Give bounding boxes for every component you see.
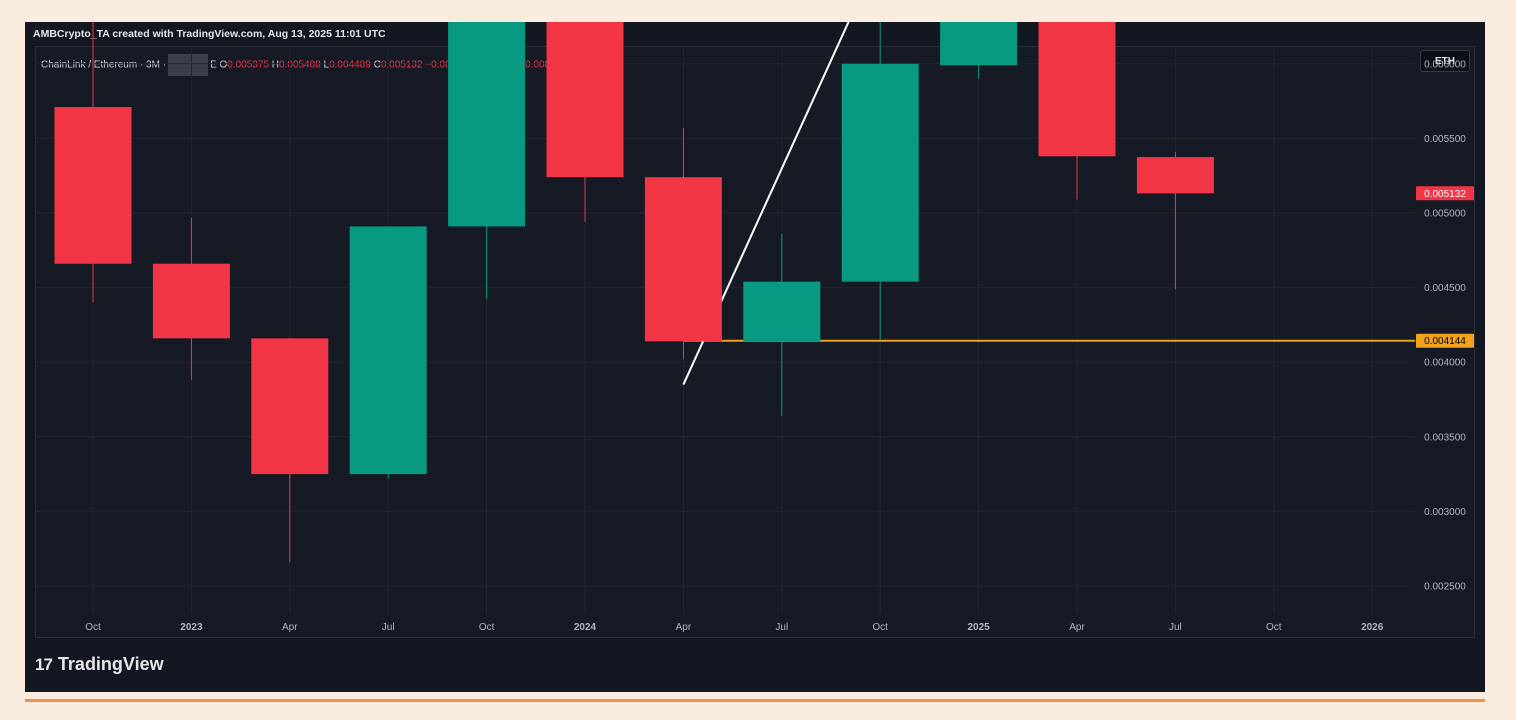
- y-tick-label: 0.003500: [1424, 432, 1466, 443]
- y-tick-label: 0.005500: [1424, 134, 1466, 145]
- attribution-caption: AMBCrypto_TA created with TradingView.co…: [33, 28, 386, 40]
- level-price-tag-text: 0.004144: [1424, 336, 1466, 347]
- high-label: H: [271, 59, 280, 71]
- trend-line: [682, 22, 850, 385]
- x-tick-label: 2024: [574, 622, 597, 633]
- x-tick-label: 2026: [1361, 622, 1384, 633]
- tradingview-logo[interactable]: 17 TradingView: [35, 654, 164, 675]
- currency-button[interactable]: ETH: [1420, 50, 1470, 72]
- close-value: 0.005132: [380, 59, 423, 71]
- candle-up: [448, 22, 526, 227]
- open-label: O: [219, 59, 228, 71]
- high-value: 0.005408: [279, 59, 321, 71]
- candle-down: [1136, 157, 1214, 194]
- low-value: 0.004489: [329, 59, 371, 71]
- close-label: C: [373, 59, 381, 71]
- candle-down: [152, 263, 230, 339]
- level-price-tag-box: [1416, 333, 1474, 348]
- x-tick-label: Jul: [1169, 622, 1182, 633]
- x-tick-label: Jul: [775, 622, 788, 633]
- last-price-tag-text: 0.005132: [1424, 189, 1466, 200]
- price-chart: 0.0090000.0085000.0080000.0075000.007000…: [36, 22, 1474, 633]
- y-tick-label: 0.004500: [1424, 283, 1466, 294]
- tradingview-mark-icon: 17: [35, 654, 53, 674]
- x-tick-label: Jul: [382, 622, 395, 633]
- open-value: 0.005375: [227, 59, 270, 71]
- y-tick-label: 0.005000: [1424, 209, 1466, 220]
- candle-up: [940, 22, 1018, 66]
- chart-frame: AMBCrypto_TA created with TradingView.co…: [25, 22, 1485, 692]
- candle-up: [841, 63, 919, 282]
- candle-down: [644, 177, 722, 342]
- x-tick-label: Oct: [872, 622, 888, 633]
- low-label: L: [323, 59, 330, 71]
- last-price-tag-box: [1416, 186, 1474, 201]
- x-tick-label: Oct: [85, 622, 101, 633]
- x-tick-label: Apr: [1069, 622, 1085, 633]
- y-tick-label: 0.006000: [1424, 59, 1466, 70]
- x-tick-label: Oct: [1266, 622, 1282, 633]
- candle-up: [349, 226, 427, 475]
- legend-symbol[interactable]: ChainLink / Ethereum · 3M ·: [41, 59, 167, 71]
- y-tick-label: 0.003000: [1424, 507, 1466, 518]
- y-tick-label: 0.002500: [1424, 582, 1466, 593]
- candle-down: [1038, 22, 1116, 157]
- x-tick-label: 2023: [180, 622, 203, 633]
- candle-down: [546, 22, 624, 178]
- x-tick-label: Oct: [479, 622, 495, 633]
- legend-tail: E: [210, 59, 217, 71]
- candle-down: [251, 338, 329, 475]
- x-tick-label: Apr: [676, 622, 692, 633]
- redacted-block: [168, 54, 209, 76]
- brand-name: TradingView: [57, 654, 164, 674]
- x-tick-label: 2025: [967, 622, 990, 633]
- candle-up: [743, 281, 821, 342]
- bottom-divider: [25, 699, 1485, 702]
- y-tick-label: 0.004000: [1424, 358, 1466, 369]
- x-tick-label: Apr: [282, 622, 298, 633]
- candle-down: [54, 107, 132, 264]
